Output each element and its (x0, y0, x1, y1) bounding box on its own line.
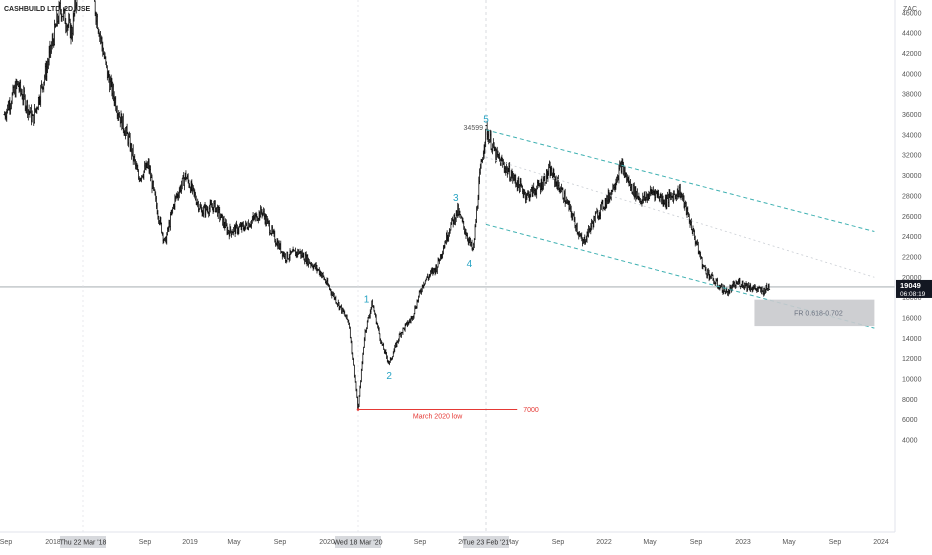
x-tick-label: May (505, 539, 519, 546)
candles (3, 0, 771, 410)
last-price-badge (896, 279, 932, 298)
x-tick-label: Sep (414, 539, 427, 546)
date-badge (335, 536, 381, 548)
y-tick-label: 38000 (902, 92, 922, 99)
fib-zone (754, 299, 875, 327)
x-tick-label: 2020 (319, 539, 335, 546)
date-badge (60, 536, 106, 548)
y-tick-label: 44000 (902, 31, 922, 38)
x-tick-label: Sep (0, 539, 12, 546)
y-tick-label: 34000 (902, 132, 922, 139)
last-price-value: 19049 (900, 281, 921, 290)
y-tick-label: 26000 (902, 214, 922, 221)
y-tick-label: 10000 (902, 376, 922, 383)
x-tick-label: 2022 (596, 539, 612, 546)
y-tick-label: 36000 (902, 112, 922, 119)
channel-upper-line (485, 129, 875, 232)
peak-value-label: 34599 (464, 125, 484, 132)
chart-title: CASHBUILD LTD, 2D, JSE (4, 6, 91, 13)
y-tick-label: 8000 (902, 397, 918, 404)
y-tick-label: 16000 (902, 315, 922, 322)
gridlines (0, 0, 895, 532)
march-low-point (356, 408, 360, 411)
fib-zone-label: FR 0.618-0.702 (794, 310, 843, 317)
march-low-value-label: 7000 (523, 407, 539, 414)
y-tick-label: 22000 (902, 254, 922, 261)
y-tick-label: 18000 (902, 295, 922, 302)
y-tick-label: 12000 (902, 356, 922, 363)
x-tick-label: Sep (139, 539, 152, 546)
price-axis-panel (895, 0, 932, 550)
y-tick-label: 6000 (902, 417, 918, 424)
date-badge-label: Thu 22 Mar '18 (60, 540, 107, 547)
y-tick-label: 24000 (902, 234, 922, 241)
y-tick-label: 4000 (902, 438, 918, 445)
y-tick-label: 32000 (902, 153, 922, 160)
date-badge-label: Wed 18 Mar '20 (333, 540, 382, 547)
y-tick-label: 20000 (902, 275, 922, 282)
march-low-label: March 2020 low (413, 413, 463, 420)
last-price-countdown: 06:08:19 (900, 291, 926, 298)
wave-label: 2 (386, 371, 392, 382)
x-tick-label: 2019 (182, 539, 198, 546)
x-tick-label: May (227, 539, 241, 546)
y-tick-label: 46000 (902, 10, 922, 17)
wave-label: 3 (453, 193, 459, 204)
wave-label: 5 (483, 115, 489, 126)
y-tick-label: 42000 (902, 51, 922, 58)
x-tick-label: May (643, 539, 657, 546)
x-tick-label: Sep (274, 539, 287, 546)
x-tick-label: Sep (552, 539, 565, 546)
wave-label: 4 (467, 259, 473, 270)
x-tick-label: 2023 (735, 539, 751, 546)
y-tick-label: 28000 (902, 193, 922, 200)
date-badge (463, 536, 509, 548)
y-tick-label: 14000 (902, 336, 922, 343)
wave-label: 1 (364, 295, 370, 306)
y-tick-label: 40000 (902, 71, 922, 78)
date-badge-label: Tue 23 Feb '21 (463, 540, 510, 547)
x-tick-label: May (782, 539, 796, 546)
x-tick-label: 2018 (45, 539, 61, 546)
x-tick-label: Sep (690, 539, 703, 546)
x-tick-label: 2024 (873, 539, 889, 546)
currency-label: ZAC (903, 6, 917, 13)
y-tick-label: 30000 (902, 173, 922, 180)
x-tick-label: Sep (829, 539, 842, 546)
